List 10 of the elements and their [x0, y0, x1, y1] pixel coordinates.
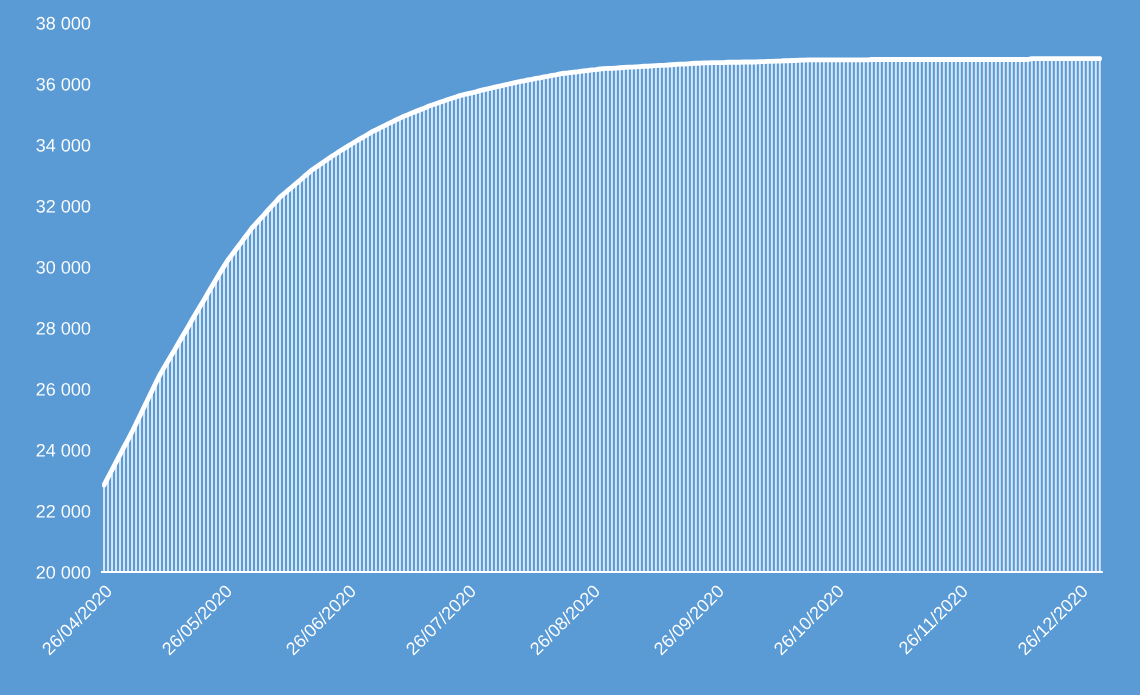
- y-tick-label: 28 000: [36, 321, 91, 335]
- y-tick-label: 22 000: [36, 504, 91, 518]
- y-tick-label: 24 000: [36, 443, 91, 457]
- y-tick-label: 36 000: [36, 77, 91, 91]
- y-tick-label: 34 000: [36, 138, 91, 152]
- y-tick-label: 30 000: [36, 260, 91, 274]
- y-tick-label: 20 000: [36, 565, 91, 579]
- y-tick-label: 32 000: [36, 199, 91, 213]
- y-tick-label: 26 000: [36, 382, 91, 396]
- y-tick-label: 38 000: [36, 16, 91, 30]
